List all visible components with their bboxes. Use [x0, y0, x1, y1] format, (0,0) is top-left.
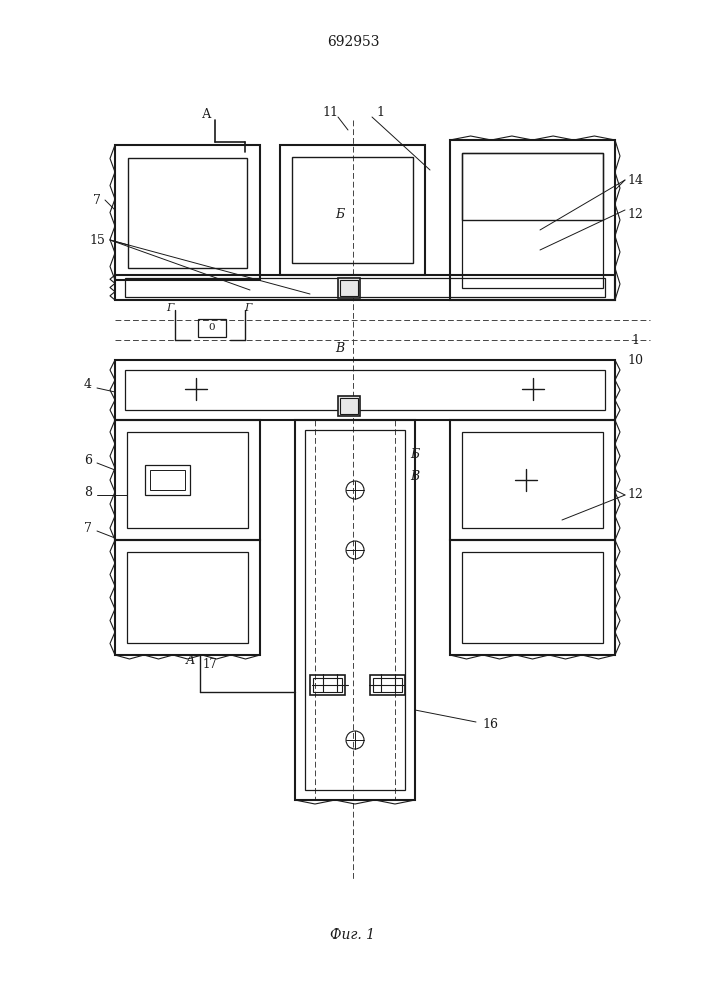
Bar [115, 360, 615, 420]
Bar [292, 157, 413, 263]
Bar [198, 319, 226, 337]
Bar [305, 430, 405, 790]
Bar [145, 465, 190, 495]
Text: А: А [185, 654, 194, 666]
Text: 4: 4 [84, 378, 92, 391]
Text: Фиг. 1: Фиг. 1 [330, 928, 375, 942]
Bar [462, 153, 603, 288]
Bar [338, 278, 360, 298]
Bar [115, 275, 615, 300]
Bar [462, 552, 603, 643]
Bar [450, 420, 615, 540]
Text: А: А [202, 108, 212, 121]
Text: 10: 10 [627, 354, 643, 366]
Text: 15: 15 [89, 233, 105, 246]
Bar [125, 370, 605, 410]
Bar [313, 678, 342, 692]
Text: 1: 1 [376, 105, 384, 118]
Text: 12: 12 [627, 488, 643, 502]
Bar [373, 678, 402, 692]
Bar [115, 420, 260, 540]
Bar [150, 470, 185, 490]
Bar [462, 153, 603, 220]
Bar [280, 145, 425, 275]
Bar [370, 675, 405, 695]
Text: Г: Г [166, 303, 174, 313]
Text: 16: 16 [482, 718, 498, 732]
Bar [128, 158, 247, 268]
Text: 7: 7 [84, 522, 92, 534]
Bar [450, 140, 615, 300]
Bar [115, 540, 260, 655]
Text: 692953: 692953 [327, 35, 379, 49]
Text: 14: 14 [627, 174, 643, 186]
Bar [340, 280, 358, 296]
Bar [310, 675, 345, 695]
Text: 8: 8 [84, 486, 92, 498]
Bar [125, 278, 605, 297]
Text: Б: Б [335, 209, 344, 222]
Bar [338, 396, 360, 416]
Text: В: В [411, 470, 419, 483]
Bar [450, 540, 615, 655]
Text: В: В [335, 342, 344, 355]
Text: 11: 11 [322, 105, 338, 118]
Bar [462, 432, 603, 528]
Text: 6: 6 [84, 454, 92, 466]
Text: 12: 12 [627, 209, 643, 222]
Text: Б: Б [411, 448, 419, 462]
Text: 7: 7 [93, 194, 101, 207]
Bar [127, 432, 248, 528]
Text: Г: Г [245, 303, 252, 313]
Bar [127, 552, 248, 643]
Text: 0: 0 [209, 324, 216, 332]
Bar [340, 398, 358, 414]
Text: 1: 1 [631, 334, 639, 347]
Bar [295, 420, 415, 800]
Text: 17: 17 [203, 658, 218, 672]
Bar [115, 145, 260, 280]
